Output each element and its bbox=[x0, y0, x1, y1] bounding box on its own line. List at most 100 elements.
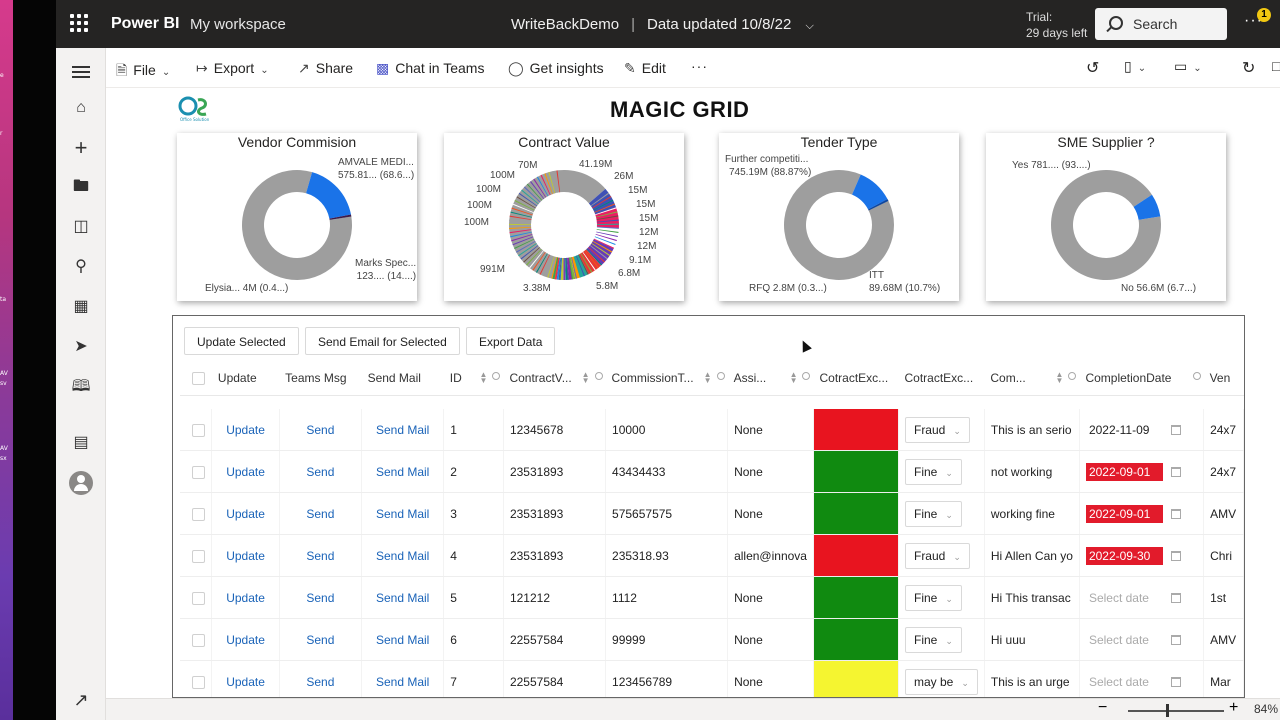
comment-cell[interactable]: This is an urge bbox=[984, 660, 1080, 697]
calendar-icon[interactable] bbox=[1170, 467, 1181, 478]
donut-slice[interactable] bbox=[563, 257, 565, 280]
column-header-completion-date[interactable]: CompletionDate bbox=[1079, 361, 1204, 396]
view-icon[interactable]: ▭ ⌄ bbox=[1174, 58, 1202, 74]
donut-slice[interactable] bbox=[535, 253, 548, 273]
share-button[interactable]: ↗ Share bbox=[298, 60, 353, 77]
comment-cell[interactable]: not working bbox=[984, 450, 1080, 493]
teams-send-link[interactable]: Send bbox=[306, 422, 335, 437]
donut-slice[interactable] bbox=[518, 243, 537, 257]
contract-value-chart[interactable]: Contract Value 70M 41.19M 100M 26M 100M … bbox=[444, 133, 684, 301]
comment-icon[interactable]: □ bbox=[1272, 58, 1280, 74]
donut-slice[interactable] bbox=[567, 257, 573, 280]
donut-slice[interactable] bbox=[571, 257, 578, 279]
donut-slice[interactable] bbox=[510, 231, 532, 238]
calendar-icon[interactable] bbox=[1170, 509, 1181, 520]
column-header-commission[interactable]: CommissionT... ▲ ▼ bbox=[605, 361, 728, 396]
teams-send-link[interactable]: Send bbox=[306, 464, 335, 479]
donut-chart[interactable] bbox=[444, 133, 684, 301]
deployment-rocket-icon[interactable]: ➤ bbox=[74, 338, 88, 355]
create-icon[interactable]: + bbox=[74, 135, 88, 160]
update-link[interactable]: Update bbox=[226, 548, 265, 563]
date-picker-input[interactable]: 2022-09-30 bbox=[1085, 546, 1163, 565]
assigned-cell[interactable]: None bbox=[727, 492, 814, 535]
select-all-checkbox[interactable] bbox=[192, 371, 205, 385]
send-mail-link[interactable]: Send Mail bbox=[375, 632, 430, 647]
donut-slice[interactable] bbox=[590, 192, 610, 207]
donut-slice[interactable] bbox=[509, 229, 532, 234]
row-checkbox[interactable] bbox=[192, 633, 205, 647]
teams-send-link[interactable]: Send bbox=[306, 506, 335, 521]
donut-slice[interactable] bbox=[591, 243, 611, 256]
comment-cell[interactable]: Hi uuu bbox=[984, 618, 1080, 661]
send-mail-link[interactable]: Send Mail bbox=[375, 590, 430, 605]
assigned-cell[interactable]: allen@innova bbox=[727, 534, 814, 577]
donut-slice[interactable] bbox=[516, 196, 536, 209]
donut-slice[interactable] bbox=[510, 211, 532, 218]
donut-slice[interactable] bbox=[559, 257, 562, 280]
update-selected-button[interactable]: Update Selected bbox=[184, 327, 299, 355]
zoom-out-icon[interactable]: − bbox=[1098, 699, 1108, 716]
donut-slice[interactable] bbox=[532, 252, 546, 271]
row-checkbox[interactable] bbox=[192, 675, 205, 689]
column-header-id[interactable]: ID ▲ ▼ bbox=[443, 361, 504, 396]
donut-slice[interactable] bbox=[573, 256, 581, 278]
donut-slice[interactable] bbox=[551, 257, 558, 279]
donut-slice[interactable] bbox=[586, 248, 603, 266]
app-launcher-icon[interactable] bbox=[70, 14, 88, 32]
donut-slice[interactable] bbox=[592, 240, 613, 253]
brand-name[interactable]: Power BI bbox=[111, 15, 180, 32]
donut-slice[interactable] bbox=[543, 255, 553, 277]
donut-slice[interactable] bbox=[329, 214, 352, 220]
donut-slice[interactable] bbox=[578, 254, 589, 275]
send-mail-link[interactable]: Send Mail bbox=[375, 464, 430, 479]
date-picker-input[interactable]: Select date bbox=[1088, 674, 1149, 689]
donut-slice[interactable] bbox=[852, 174, 888, 210]
donut-slice[interactable] bbox=[520, 245, 539, 260]
edit-button[interactable]: ✎ Edit bbox=[624, 60, 666, 77]
row-checkbox[interactable] bbox=[192, 507, 205, 521]
donut-slice[interactable] bbox=[509, 226, 532, 230]
donut-slice[interactable] bbox=[555, 257, 560, 280]
commission-cell[interactable]: 10000 bbox=[605, 409, 729, 451]
get-insights-button[interactable]: ◯ Get insights bbox=[508, 60, 604, 77]
update-link[interactable]: Update bbox=[226, 590, 265, 605]
status-dropdown[interactable]: Fraud ⌄ bbox=[904, 542, 970, 569]
comment-cell[interactable]: working fine bbox=[984, 492, 1080, 535]
donut-slice[interactable] bbox=[514, 199, 535, 211]
donut-slice[interactable] bbox=[593, 199, 614, 211]
update-link[interactable]: Update bbox=[226, 464, 265, 479]
notification-badge[interactable]: 1 bbox=[1257, 8, 1271, 22]
status-dropdown[interactable]: Fine ⌄ bbox=[904, 584, 962, 611]
calendar-icon[interactable] bbox=[1170, 677, 1181, 688]
refresh-icon[interactable]: ↻ bbox=[1242, 60, 1256, 77]
contract-value-cell[interactable]: 12345678 bbox=[503, 409, 607, 451]
learn-book-icon[interactable]: 🕮 bbox=[71, 378, 91, 395]
donut-slice[interactable] bbox=[596, 229, 619, 233]
date-picker-input[interactable]: Select date bbox=[1088, 590, 1149, 605]
chevron-down-icon[interactable]: ⌵ bbox=[805, 20, 814, 32]
commission-cell[interactable]: 123456789 bbox=[605, 660, 729, 697]
donut-slice[interactable] bbox=[556, 257, 561, 280]
avatar[interactable] bbox=[69, 471, 93, 495]
donut-slice[interactable] bbox=[509, 219, 532, 223]
commission-cell[interactable]: 43434433 bbox=[605, 450, 729, 493]
send-mail-link[interactable]: Send Mail bbox=[375, 506, 430, 521]
more-options-icon[interactable]: ··· bbox=[691, 58, 708, 74]
donut-slice[interactable] bbox=[523, 186, 541, 203]
donut-slice[interactable] bbox=[580, 253, 593, 273]
donut-slice[interactable] bbox=[593, 238, 615, 249]
donut-slice[interactable] bbox=[589, 245, 608, 260]
reset-icon[interactable]: ↺ bbox=[1086, 60, 1100, 77]
column-header-contract-exception-color[interactable]: CotractExc... bbox=[813, 361, 899, 396]
donut-slice[interactable] bbox=[512, 203, 534, 213]
donut-slice[interactable] bbox=[515, 241, 536, 253]
row-checkbox[interactable] bbox=[192, 591, 205, 605]
update-link[interactable]: Update bbox=[226, 422, 265, 437]
bookmark-icon[interactable]: ▯ ⌄ bbox=[1124, 58, 1147, 74]
donut-slice[interactable] bbox=[568, 257, 573, 280]
donut-slice[interactable] bbox=[530, 181, 545, 200]
contract-value-cell[interactable]: 23531893 bbox=[503, 450, 607, 493]
donut-slice[interactable] bbox=[1133, 194, 1161, 220]
column-header-update[interactable]: Update bbox=[211, 361, 280, 396]
teams-send-link[interactable]: Send bbox=[306, 548, 335, 563]
